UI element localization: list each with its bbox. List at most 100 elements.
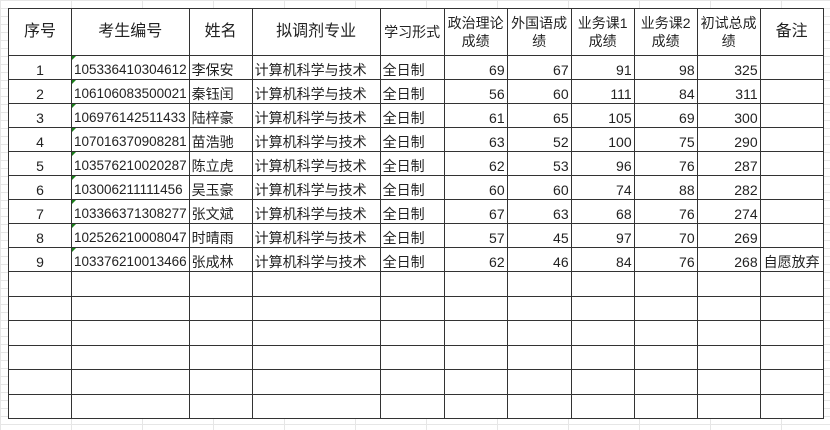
cell-course1-score[interactable]: 84 xyxy=(570,247,635,272)
cell-course2-score[interactable]: 75 xyxy=(633,127,698,152)
cell-name[interactable]: 陈立虎 xyxy=(188,151,253,176)
empty-cell[interactable] xyxy=(506,344,572,370)
cell-name[interactable]: 秦钰闰 xyxy=(188,79,253,104)
empty-cell[interactable] xyxy=(633,369,698,395)
empty-cell[interactable] xyxy=(379,295,445,321)
cell-course2-score[interactable]: 84 xyxy=(633,79,698,104)
empty-cell[interactable] xyxy=(8,271,72,297)
empty-cell[interactable] xyxy=(8,295,72,321)
empty-cell[interactable] xyxy=(188,393,253,419)
empty-cell[interactable] xyxy=(759,369,824,395)
empty-cell[interactable] xyxy=(379,369,445,395)
cell-total-score[interactable]: 268 xyxy=(696,247,761,272)
empty-cell[interactable] xyxy=(570,344,635,370)
empty-cell[interactable] xyxy=(506,369,572,395)
empty-cell[interactable] xyxy=(71,320,190,346)
empty-cell[interactable] xyxy=(759,320,824,346)
cell-major[interactable]: 计算机科学与技术 xyxy=(251,103,381,128)
empty-cell[interactable] xyxy=(379,393,445,419)
cell-remark[interactable] xyxy=(759,151,824,176)
empty-cell[interactable] xyxy=(251,320,381,346)
cell-total-score[interactable]: 311 xyxy=(696,79,761,104)
empty-cell[interactable] xyxy=(759,393,824,419)
empty-cell[interactable] xyxy=(759,295,824,321)
empty-cell[interactable] xyxy=(696,271,761,297)
cell-seq[interactable]: 6 xyxy=(8,175,72,200)
header-study-mode[interactable]: 学习形式 xyxy=(379,8,445,56)
cell-language-score[interactable]: 53 xyxy=(506,151,572,176)
empty-cell[interactable] xyxy=(379,344,445,370)
cell-exam-id[interactable]: 106976142511433 xyxy=(71,103,190,128)
empty-cell[interactable] xyxy=(8,369,72,395)
cell-remark[interactable] xyxy=(759,55,824,80)
cell-seq[interactable]: 5 xyxy=(8,151,72,176)
cell-politics-score[interactable]: 62 xyxy=(443,247,508,272)
empty-cell[interactable] xyxy=(71,271,190,297)
cell-language-score[interactable]: 60 xyxy=(506,79,572,104)
cell-language-score[interactable]: 52 xyxy=(506,127,572,152)
cell-total-score[interactable]: 325 xyxy=(696,55,761,80)
cell-course2-score[interactable]: 76 xyxy=(633,247,698,272)
cell-name[interactable]: 时晴雨 xyxy=(188,223,253,248)
cell-remark[interactable] xyxy=(759,223,824,248)
empty-cell[interactable] xyxy=(570,271,635,297)
empty-cell[interactable] xyxy=(506,393,572,419)
cell-remark[interactable] xyxy=(759,79,824,104)
cell-politics-score[interactable]: 56 xyxy=(443,79,508,104)
cell-name[interactable]: 张文斌 xyxy=(188,199,253,224)
empty-cell[interactable] xyxy=(696,369,761,395)
cell-exam-id[interactable]: 106106083500021 xyxy=(71,79,190,104)
empty-cell[interactable] xyxy=(633,393,698,419)
cell-exam-id[interactable]: 105336410304612 xyxy=(71,55,190,80)
cell-exam-id[interactable]: 103006211111456 xyxy=(71,175,190,200)
empty-cell[interactable] xyxy=(8,344,72,370)
cell-study-mode[interactable]: 全日制 xyxy=(379,127,445,152)
cell-name[interactable]: 苗浩驰 xyxy=(188,127,253,152)
cell-exam-id[interactable]: 103366371308277 xyxy=(71,199,190,224)
header-seq[interactable]: 序号 xyxy=(8,8,72,56)
cell-name[interactable]: 张成林 xyxy=(188,247,253,272)
empty-cell[interactable] xyxy=(188,295,253,321)
empty-cell[interactable] xyxy=(570,393,635,419)
cell-course1-score[interactable]: 96 xyxy=(570,151,635,176)
empty-cell[interactable] xyxy=(379,271,445,297)
cell-course1-score[interactable]: 68 xyxy=(570,199,635,224)
cell-major[interactable]: 计算机科学与技术 xyxy=(251,247,381,272)
cell-study-mode[interactable]: 全日制 xyxy=(379,199,445,224)
cell-course1-score[interactable]: 91 xyxy=(570,55,635,80)
cell-politics-score[interactable]: 69 xyxy=(443,55,508,80)
cell-major[interactable]: 计算机科学与技术 xyxy=(251,175,381,200)
cell-remark[interactable] xyxy=(759,127,824,152)
empty-cell[interactable] xyxy=(188,320,253,346)
cell-language-score[interactable]: 60 xyxy=(506,175,572,200)
empty-cell[interactable] xyxy=(251,393,381,419)
cell-exam-id[interactable]: 103376210013466 xyxy=(71,247,190,272)
cell-exam-id[interactable]: 102526210008047 xyxy=(71,223,190,248)
cell-study-mode[interactable]: 全日制 xyxy=(379,175,445,200)
header-name[interactable]: 姓名 xyxy=(188,8,253,56)
cell-language-score[interactable]: 45 xyxy=(506,223,572,248)
cell-remark[interactable]: 自愿放弃 xyxy=(759,247,824,272)
header-language-score[interactable]: 外国语成绩 xyxy=(506,8,572,56)
header-course2-score[interactable]: 业务课2成绩 xyxy=(633,8,698,56)
cell-total-score[interactable]: 287 xyxy=(696,151,761,176)
empty-cell[interactable] xyxy=(8,320,72,346)
cell-seq[interactable]: 2 xyxy=(8,79,72,104)
empty-cell[interactable] xyxy=(633,295,698,321)
empty-cell[interactable] xyxy=(633,271,698,297)
header-exam-id[interactable]: 考生编号 xyxy=(71,8,190,56)
empty-cell[interactable] xyxy=(443,320,508,346)
cell-remark[interactable] xyxy=(759,175,824,200)
empty-cell[interactable] xyxy=(443,369,508,395)
cell-major[interactable]: 计算机科学与技术 xyxy=(251,55,381,80)
empty-cell[interactable] xyxy=(506,271,572,297)
empty-cell[interactable] xyxy=(633,320,698,346)
header-politics-score[interactable]: 政治理论成绩 xyxy=(443,8,508,56)
cell-remark[interactable] xyxy=(759,199,824,224)
empty-cell[interactable] xyxy=(251,271,381,297)
cell-course2-score[interactable]: 76 xyxy=(633,151,698,176)
cell-major[interactable]: 计算机科学与技术 xyxy=(251,79,381,104)
cell-seq[interactable]: 7 xyxy=(8,199,72,224)
empty-cell[interactable] xyxy=(696,344,761,370)
empty-cell[interactable] xyxy=(71,393,190,419)
